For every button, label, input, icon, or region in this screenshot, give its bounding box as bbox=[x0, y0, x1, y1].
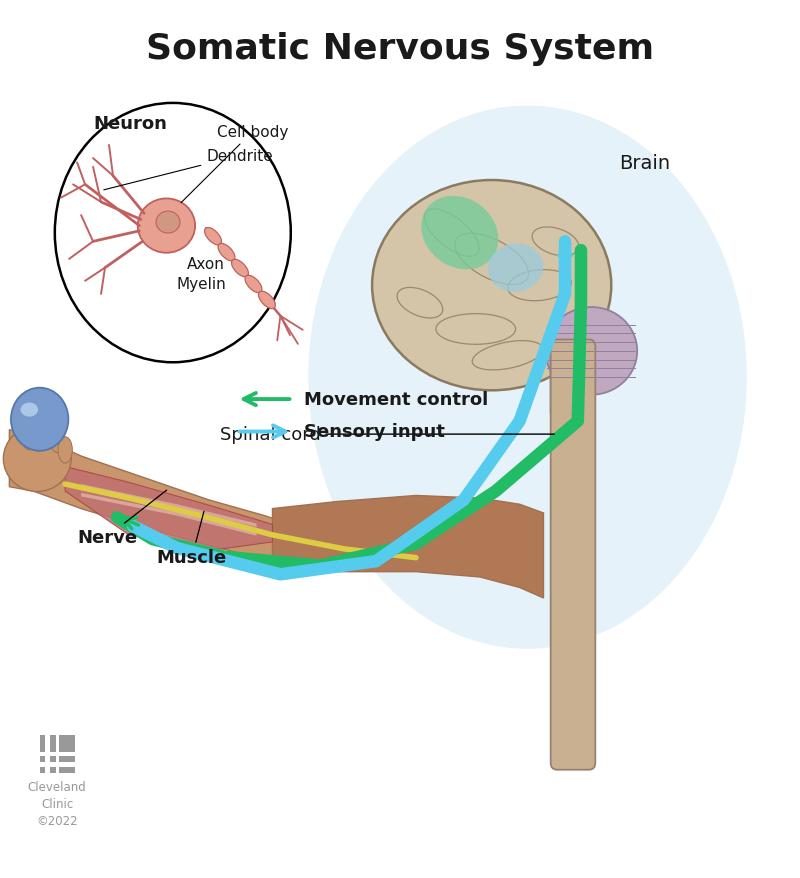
Text: Brain: Brain bbox=[619, 154, 670, 173]
Text: Spinal cord: Spinal cord bbox=[219, 426, 554, 443]
Ellipse shape bbox=[3, 427, 71, 492]
FancyBboxPatch shape bbox=[58, 756, 74, 774]
Polygon shape bbox=[10, 430, 296, 569]
Ellipse shape bbox=[258, 291, 275, 309]
FancyBboxPatch shape bbox=[40, 735, 55, 752]
Ellipse shape bbox=[58, 437, 72, 464]
FancyBboxPatch shape bbox=[550, 342, 592, 418]
Ellipse shape bbox=[21, 403, 38, 417]
Polygon shape bbox=[65, 467, 273, 551]
Ellipse shape bbox=[422, 197, 498, 270]
Text: Cell body: Cell body bbox=[181, 126, 288, 204]
FancyBboxPatch shape bbox=[58, 735, 74, 752]
Ellipse shape bbox=[11, 388, 68, 451]
Circle shape bbox=[55, 104, 290, 363]
Ellipse shape bbox=[205, 228, 222, 246]
Ellipse shape bbox=[50, 427, 64, 453]
FancyBboxPatch shape bbox=[46, 733, 50, 775]
Text: Axon: Axon bbox=[187, 256, 225, 271]
Text: Myelin: Myelin bbox=[177, 277, 226, 291]
Ellipse shape bbox=[138, 199, 195, 254]
Text: Somatic Nervous System: Somatic Nervous System bbox=[146, 32, 654, 66]
Ellipse shape bbox=[245, 276, 262, 293]
Ellipse shape bbox=[38, 421, 53, 448]
Text: Dendrite: Dendrite bbox=[104, 148, 273, 191]
FancyBboxPatch shape bbox=[38, 762, 76, 767]
Ellipse shape bbox=[488, 244, 543, 292]
Ellipse shape bbox=[231, 260, 249, 277]
Text: Muscle: Muscle bbox=[157, 512, 227, 566]
Polygon shape bbox=[273, 496, 543, 598]
Text: Neuron: Neuron bbox=[93, 115, 167, 133]
Ellipse shape bbox=[22, 424, 37, 450]
Ellipse shape bbox=[156, 212, 180, 234]
Ellipse shape bbox=[546, 307, 637, 395]
Text: Sensory input: Sensory input bbox=[304, 423, 446, 441]
Text: Nerve: Nerve bbox=[77, 491, 166, 546]
Polygon shape bbox=[81, 485, 257, 536]
Ellipse shape bbox=[372, 181, 611, 391]
Text: Movement control: Movement control bbox=[304, 391, 489, 408]
FancyBboxPatch shape bbox=[40, 756, 55, 774]
Text: Cleveland
Clinic
©2022: Cleveland Clinic ©2022 bbox=[28, 781, 86, 827]
Ellipse shape bbox=[218, 244, 235, 262]
Ellipse shape bbox=[308, 106, 746, 649]
FancyBboxPatch shape bbox=[550, 340, 595, 770]
